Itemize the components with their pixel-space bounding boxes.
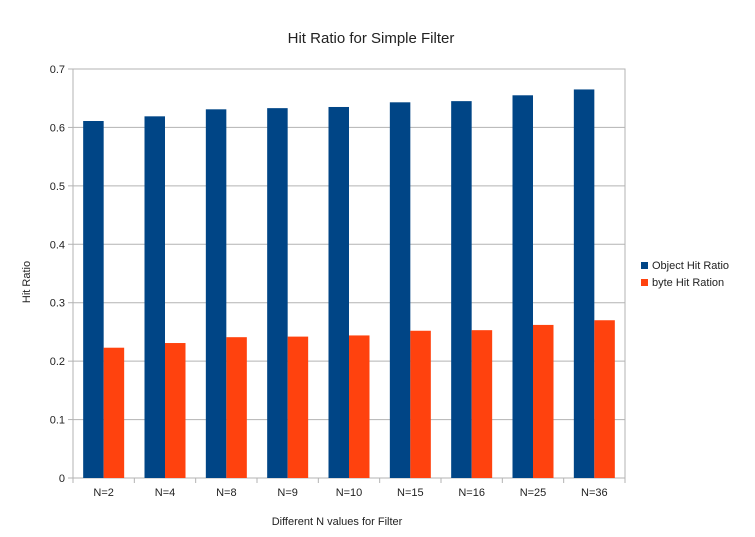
- bar-byte-hit-ration: [165, 343, 186, 478]
- y-tick-label: 0.1: [50, 415, 65, 427]
- y-axis-label: Hit Ratio: [21, 261, 33, 303]
- x-tick-label: N=4: [155, 487, 176, 499]
- bar-object-hit-ratio: [328, 106, 349, 478]
- x-axis-label: Different N values for Filter: [272, 516, 403, 528]
- y-tick-label: 0: [59, 473, 65, 485]
- y-tick-label: 0.6: [50, 122, 65, 134]
- x-tick-label: N=25: [520, 487, 547, 499]
- axis-layer: 0 0.1 0.2 0.3 0.4 0.5 0.6 0.7 N=2 N=4 N=8 N=9 N=10 N=…: [50, 64, 626, 499]
- legend-label: byte Hit Ration: [652, 277, 724, 289]
- bar-object-hit-ratio: [267, 108, 288, 478]
- y-tick-label: 0.7: [50, 64, 65, 76]
- x-tick-label: N=16: [458, 487, 485, 499]
- y-tick-label: 0.2: [50, 356, 65, 368]
- bar-byte-hit-ration: [471, 330, 493, 478]
- bar-object-hit-ratio: [144, 116, 165, 478]
- x-tick-label: N=9: [277, 487, 298, 499]
- bar-byte-hit-ration: [287, 336, 309, 478]
- legend-swatch: [641, 262, 648, 269]
- bar-byte-hit-ration: [410, 330, 431, 478]
- x-tick-label: N=15: [397, 487, 424, 499]
- bar-object-hit-ratio: [512, 95, 533, 479]
- bar-object-hit-ratio: [451, 101, 472, 478]
- bars-layer: [83, 89, 615, 479]
- bar-byte-hit-ration: [533, 324, 554, 478]
- bar-byte-hit-ration: [594, 320, 615, 478]
- y-tick-label: 0.5: [50, 181, 65, 193]
- bar-object-hit-ratio: [389, 102, 411, 478]
- legend-swatch: [641, 279, 648, 286]
- chart-title: Hit Ratio for Simple Filter: [288, 30, 455, 47]
- bar-object-hit-ratio: [83, 121, 104, 478]
- y-tick-label: 0.3: [50, 298, 65, 310]
- x-tick-label: N=2: [93, 487, 114, 499]
- x-tick-label: N=8: [216, 487, 237, 499]
- bar-byte-hit-ration: [349, 335, 370, 478]
- bar-byte-hit-ration: [226, 337, 247, 478]
- bar-byte-hit-ration: [103, 347, 125, 478]
- bar-object-hit-ratio: [573, 89, 595, 478]
- x-tick-label: N=36: [581, 487, 608, 499]
- y-tick-label: 0.4: [50, 239, 65, 251]
- x-tick-label: N=10: [336, 487, 363, 499]
- bar-object-hit-ratio: [205, 109, 227, 479]
- legend: Object Hit Ratio byte Hit Ration: [641, 260, 729, 289]
- legend-label: Object Hit Ratio: [652, 260, 729, 272]
